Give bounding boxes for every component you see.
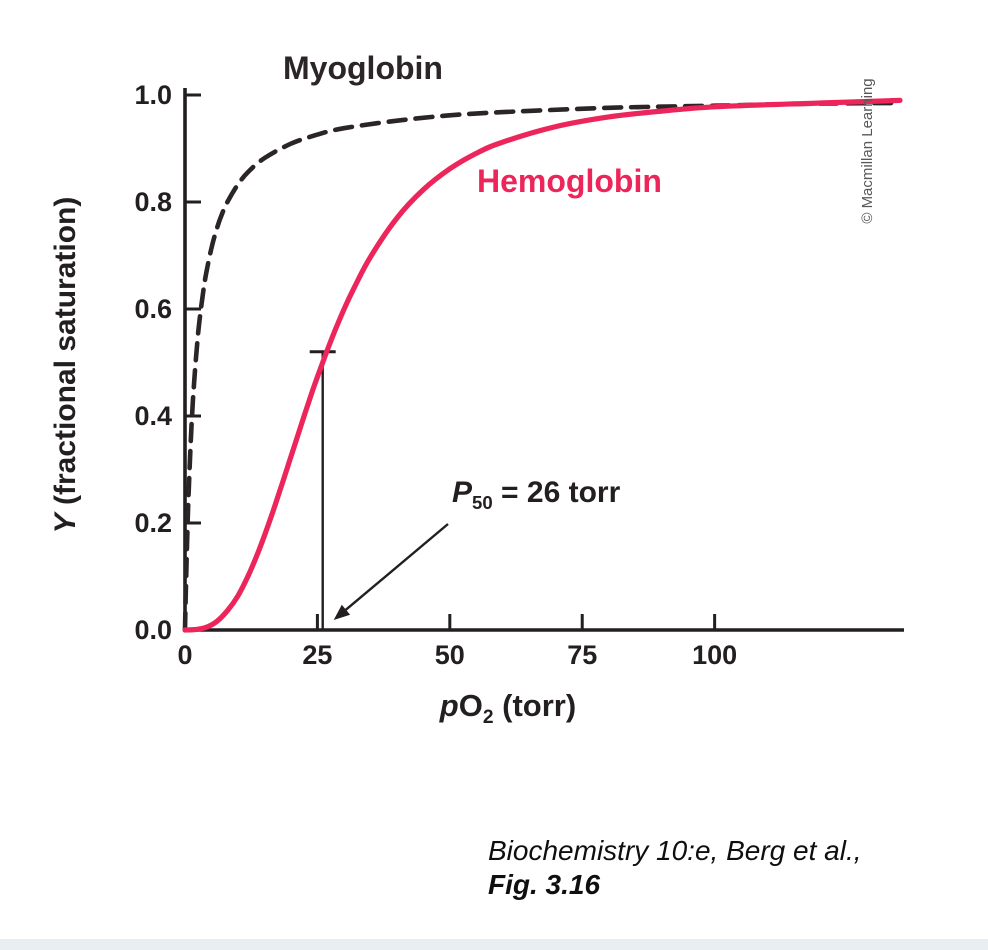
oxygen-binding-chart: 0 25 50 75 100 0.0 0.2 0.4 0.6 0.8 1.0 (134, 80, 904, 670)
x-tick-label: 25 (302, 640, 332, 670)
x-axis-label-o: O (458, 688, 483, 723)
copyright-credit: © Macmillan Learning (859, 78, 876, 224)
x-tick-label: 75 (567, 640, 597, 670)
hemoglobin-curve-label: Hemoglobin (477, 163, 662, 199)
y-axis-label-symbol: Y (49, 513, 82, 534)
x-tick-label: 100 (692, 640, 737, 670)
figure-caption: Biochemistry 10:e, Berg et al., Fig. 3.1… (488, 834, 862, 902)
myoglobin-curve-label: Myoglobin (283, 50, 443, 86)
y-tick-label: 0.6 (134, 294, 172, 324)
caption-source: Biochemistry 10:e, Berg et al., (488, 835, 862, 866)
hemoglobin-curve (182, 97, 903, 633)
p50-value-text: = 26 torr (492, 476, 621, 509)
x-axis-label-p: p (439, 688, 459, 723)
p50-arrow-head (333, 604, 351, 620)
p50-subscript: 50 (472, 492, 493, 513)
x-axis-label: pO2 (torr) (358, 688, 658, 729)
caption-figure-number: Fig. 3.16 (488, 869, 601, 900)
x-axis-label-sub: 2 (482, 707, 494, 729)
p50-arrow-line (339, 523, 449, 616)
y-tick-label: 0.0 (134, 615, 172, 645)
y-tick-label: 0.2 (134, 508, 172, 538)
y-tick-label: 1.0 (134, 80, 172, 110)
y-tick-label: 0.4 (134, 401, 172, 431)
y-axis-label-text: (fractional saturation) (49, 196, 82, 514)
x-tick-label: 50 (435, 640, 465, 670)
x-axis-label-unit: (torr) (493, 688, 577, 723)
y-tick-label: 0.8 (134, 187, 172, 217)
p50-annotation: P50 = 26 torr (452, 476, 620, 514)
footer-strip (0, 939, 988, 950)
myoglobin-curve (182, 100, 903, 633)
y-axis-label: Y (fractional saturation) (49, 97, 87, 633)
x-tick-label: 0 (177, 640, 192, 670)
p50-symbol: P (452, 476, 473, 509)
